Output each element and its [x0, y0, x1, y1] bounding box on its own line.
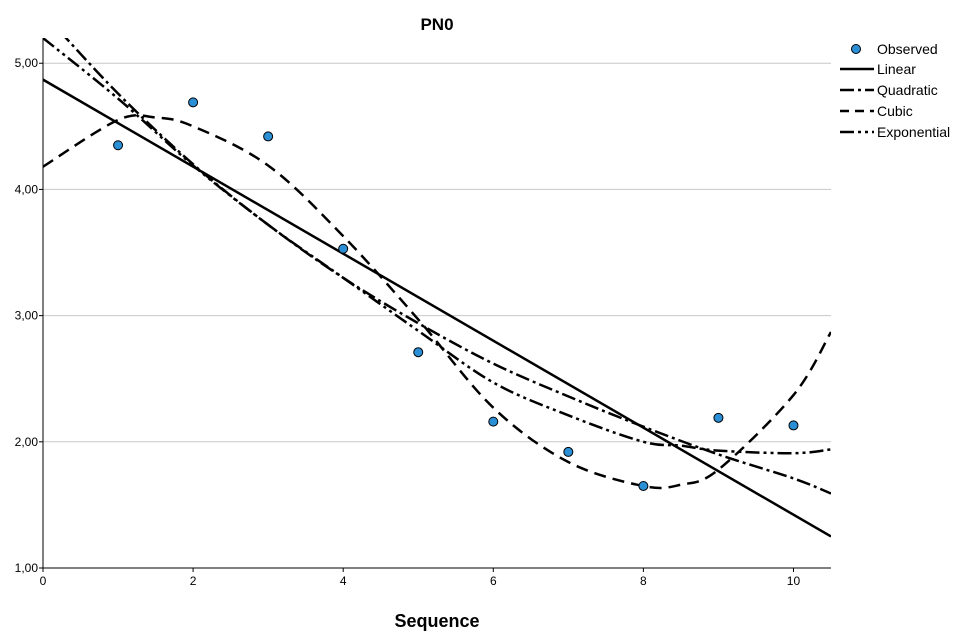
observed-point — [488, 416, 499, 427]
x-tick-label: 6 — [490, 574, 497, 588]
y-tick-label: 2,00 — [15, 435, 39, 449]
x-tick-labels: 0 2 4 6 8 10 — [40, 574, 801, 588]
observed-point — [413, 347, 424, 358]
y-tick-labels: 1,00 2,00 3,00 4,00 5,00 — [15, 56, 39, 575]
fit-line-quadratic — [64, 38, 831, 495]
x-tick-label: 2 — [190, 574, 197, 588]
x-tick-label: 0 — [40, 574, 47, 588]
observed-points — [113, 97, 799, 491]
axes — [39, 38, 831, 572]
fit-line-linear — [43, 78, 831, 538]
fit-line-exponential — [43, 38, 831, 455]
observed-point — [263, 131, 274, 142]
fit-lines — [43, 38, 831, 538]
observed-point — [713, 412, 724, 423]
legend-marker-observed — [851, 44, 861, 54]
x-tick-label: 8 — [640, 574, 647, 588]
chart-title: PN0 — [420, 15, 453, 34]
legend-label-exponential: Exponential — [877, 124, 950, 140]
legend-label-quadratic: Quadratic — [877, 82, 938, 98]
legend-label-cubic: Cubic — [877, 103, 913, 119]
observed-point — [113, 140, 124, 151]
legend-label-observed: Observed — [877, 41, 938, 57]
observed-point — [338, 243, 349, 254]
y-tick-label: 5,00 — [15, 56, 39, 70]
observed-point — [563, 446, 574, 457]
y-tick-label: 1,00 — [15, 561, 39, 575]
x-tick-label: 4 — [340, 574, 347, 588]
fit-line-cubic — [43, 114, 831, 490]
observed-point — [788, 420, 799, 431]
legend: Observed Linear Quadratic Cubic Exponential — [840, 41, 950, 140]
legend-label-linear: Linear — [877, 61, 916, 77]
y-tick-label: 3,00 — [15, 309, 39, 323]
observed-point — [188, 97, 199, 108]
x-tick-label: 10 — [787, 574, 801, 588]
observed-point — [638, 480, 649, 491]
grid-lines — [43, 62, 831, 443]
y-tick-label: 4,00 — [15, 182, 39, 196]
x-axis-title: Sequence — [394, 611, 479, 631]
